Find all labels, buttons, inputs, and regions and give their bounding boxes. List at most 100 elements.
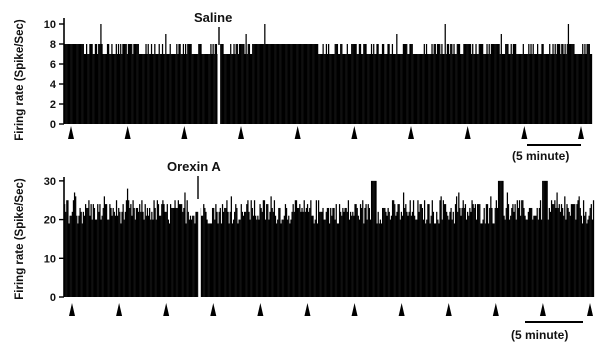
bar [370, 44, 373, 124]
bar [528, 207, 531, 297]
y-tick-label: 6 [50, 59, 56, 71]
bar [574, 54, 576, 124]
bar [179, 204, 182, 297]
bar [427, 54, 429, 124]
bar [188, 44, 190, 124]
bar [528, 44, 530, 124]
bar [315, 44, 318, 124]
event-marker [408, 126, 414, 139]
bar [255, 44, 257, 124]
bar [517, 207, 520, 297]
bar [288, 44, 290, 124]
bar [367, 54, 369, 124]
bar [158, 215, 161, 297]
bar [564, 44, 566, 124]
bar [172, 54, 175, 124]
bar [136, 207, 139, 297]
bar [165, 211, 167, 297]
bar [144, 54, 146, 124]
bar [277, 219, 279, 297]
bar [488, 223, 490, 297]
bar [197, 54, 199, 124]
bar [368, 54, 370, 124]
bottom-ylabel: Firing rate (Spike/Sec) [14, 178, 26, 300]
bar [498, 44, 500, 124]
bar [139, 54, 142, 124]
bar [322, 207, 324, 297]
bar [460, 215, 462, 297]
bar [224, 207, 226, 297]
bar [294, 200, 297, 297]
bar [330, 207, 332, 297]
bar [435, 54, 438, 124]
bar [429, 54, 431, 124]
bar [381, 44, 384, 124]
bar [247, 200, 249, 297]
bar [91, 44, 93, 124]
bar [140, 211, 142, 297]
bar [101, 44, 103, 124]
bar [243, 44, 245, 124]
bar [417, 200, 419, 297]
bar [200, 215, 203, 297]
bar [114, 215, 117, 297]
bar [291, 44, 293, 124]
bar [253, 44, 255, 124]
bar [181, 54, 183, 124]
bar [216, 211, 218, 297]
y-tick-label: 10 [44, 19, 56, 31]
bar [270, 196, 272, 297]
bar [414, 215, 416, 297]
bar [131, 215, 133, 297]
bar [248, 211, 250, 297]
bar [246, 54, 248, 124]
bar [126, 54, 128, 124]
bar [353, 215, 355, 297]
bar [523, 207, 525, 297]
event-marker [163, 303, 170, 316]
bar [465, 219, 468, 297]
bar [350, 54, 352, 124]
bar [269, 211, 271, 297]
bar [295, 44, 297, 124]
bar [176, 44, 178, 124]
bar [324, 54, 326, 124]
bar [168, 54, 170, 124]
bar [308, 44, 310, 124]
bar [193, 54, 196, 124]
bar [490, 196, 492, 297]
bar [141, 200, 143, 297]
bar [428, 54, 430, 124]
bar [363, 44, 365, 124]
bar [323, 54, 325, 124]
bar [239, 219, 241, 297]
bar [246, 204, 248, 297]
bar [185, 223, 187, 297]
bar [332, 54, 334, 124]
bar [325, 44, 328, 124]
bar [443, 54, 445, 124]
bar [544, 54, 546, 124]
bar [90, 44, 92, 124]
bar [418, 54, 420, 124]
bar [353, 44, 355, 124]
bar [427, 204, 429, 297]
bar [102, 54, 104, 124]
bar [315, 200, 317, 297]
bar [111, 44, 113, 124]
bar [120, 223, 122, 297]
bar [484, 54, 486, 124]
bar [301, 44, 303, 124]
bar [419, 54, 421, 124]
bar [150, 219, 152, 297]
bar [225, 54, 227, 124]
bar [455, 196, 458, 297]
bar [108, 219, 110, 297]
bar [480, 223, 482, 297]
bar [533, 215, 535, 297]
bar [553, 54, 555, 124]
bar [80, 211, 82, 297]
bar [124, 44, 126, 124]
bar [221, 44, 223, 124]
bar [435, 223, 437, 297]
